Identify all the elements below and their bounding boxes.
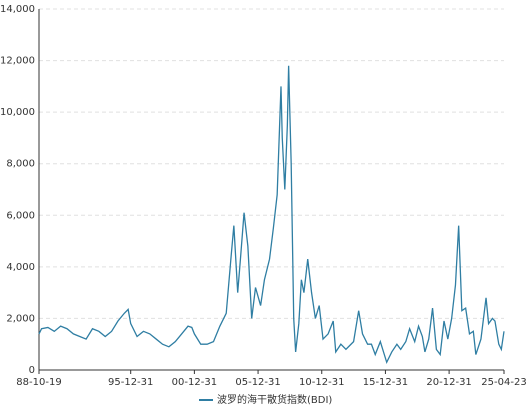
- legend-label: 波罗的海干散货指数(BDI): [217, 393, 332, 406]
- y-tick-label: 14,000: [0, 4, 35, 15]
- x-tick-label: 95-12-31: [108, 377, 153, 388]
- y-tick-label: 12,000: [0, 56, 35, 67]
- x-tick-label: 20-12-31: [426, 377, 471, 388]
- x-tick-label: 25-04-23: [481, 377, 526, 388]
- y-tick-label: 2,000: [6, 313, 35, 324]
- data-line: [38, 65, 505, 365]
- y-tick-label: 10,000: [0, 107, 35, 118]
- y-tick-label: 0: [29, 365, 35, 376]
- x-tick-label: 00-12-31: [172, 377, 217, 388]
- x-tick-label: 15-12-31: [363, 377, 408, 388]
- x-tick-label: 05-12-31: [235, 377, 280, 388]
- y-tick-label: 8,000: [6, 159, 35, 170]
- x-tick-label: 10-12-31: [299, 377, 344, 388]
- y-tick-label: 6,000: [6, 210, 35, 221]
- y-tick-label: 4,000: [6, 262, 35, 273]
- x-tick-label: 88-10-19: [16, 377, 61, 388]
